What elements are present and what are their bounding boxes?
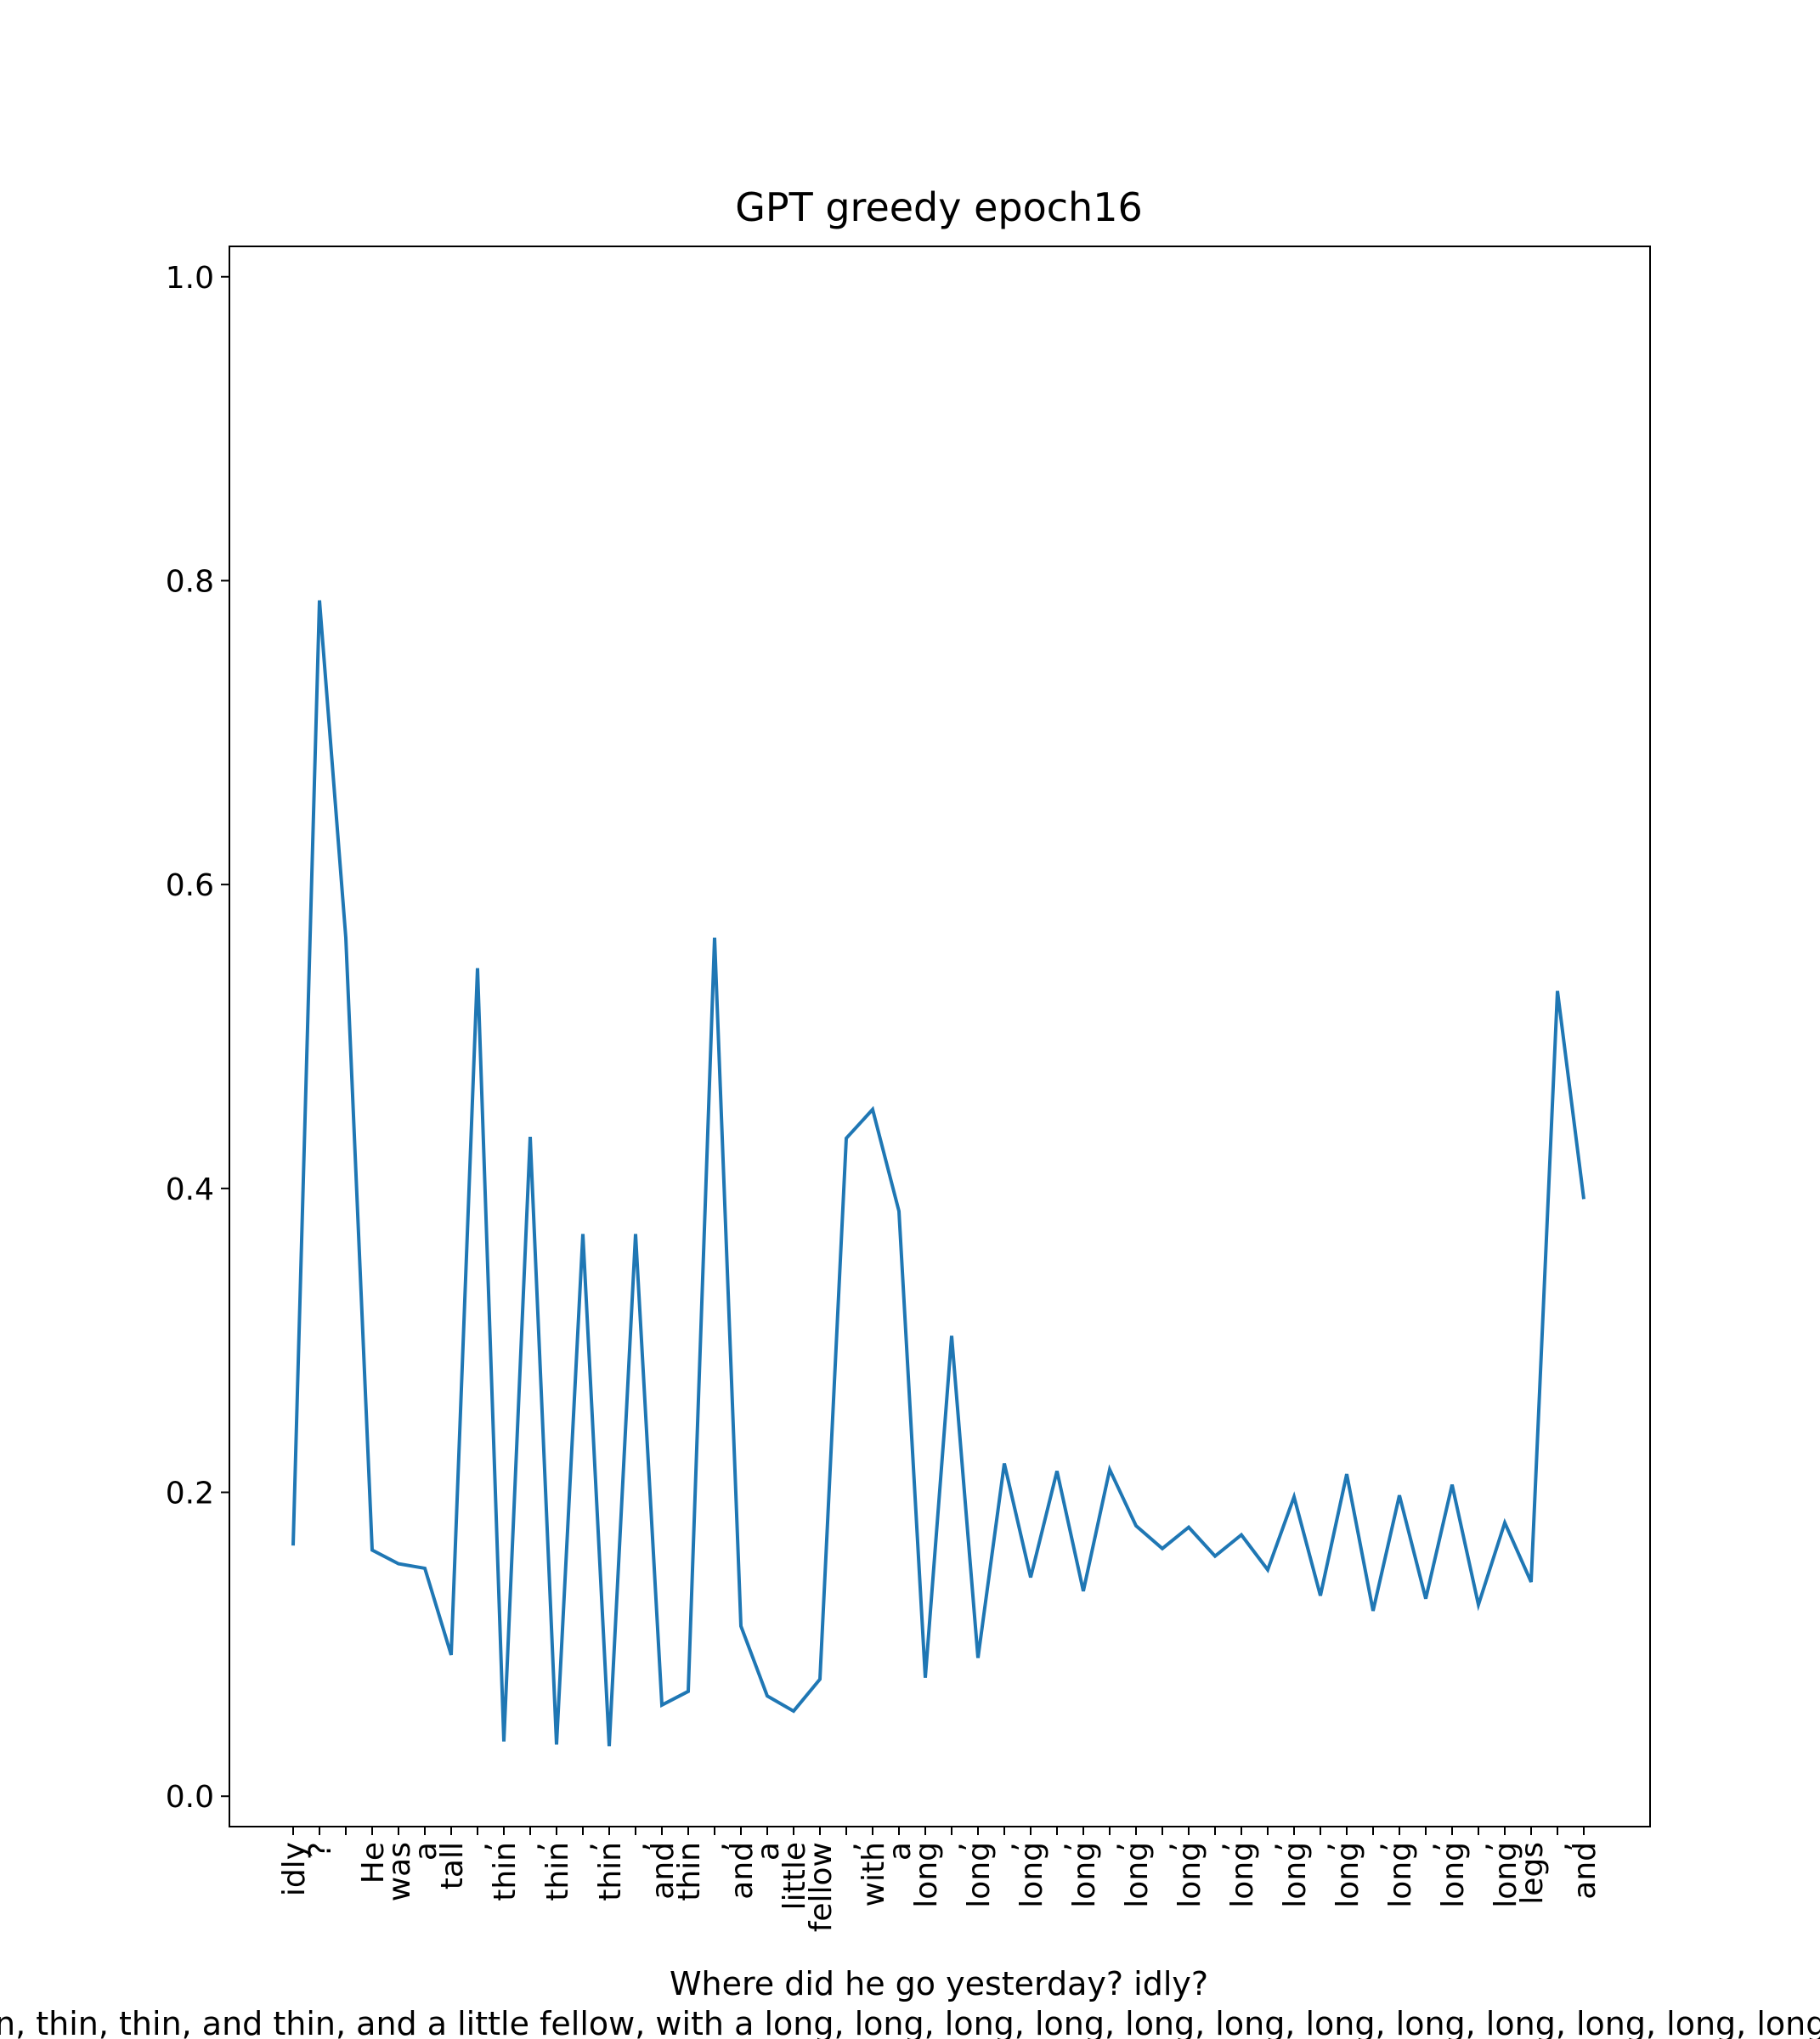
x-tick-label: idly xyxy=(277,1842,312,1896)
x-tick-label: , xyxy=(1094,1842,1128,1851)
y-tick-label: 0.0 xyxy=(166,1780,214,1815)
x-axis-label: n, thin, thin, and thin, and a little fe… xyxy=(0,2005,1820,2039)
x-tick-label: long xyxy=(962,1842,997,1908)
x-tick-label: thin xyxy=(488,1842,523,1901)
x-tick-label: ? xyxy=(303,1842,338,1858)
plot-frame xyxy=(229,246,1651,1827)
x-tick-label: a xyxy=(751,1842,786,1861)
x-tick-label: legs xyxy=(1515,1842,1550,1905)
y-tick-label: 1.0 xyxy=(166,261,214,296)
x-tick-label: long xyxy=(909,1842,944,1908)
x-tick-label: , xyxy=(619,1842,654,1851)
x-tick-label: a xyxy=(883,1842,918,1861)
x-tick-label: , xyxy=(988,1842,1023,1851)
x-tick-label: long xyxy=(1225,1842,1260,1908)
x-tick-label: He xyxy=(356,1842,391,1884)
x-tick-label: and xyxy=(1568,1842,1602,1900)
x-tick-label: thin xyxy=(540,1842,575,1901)
chart-title: GPT greedy epoch16 xyxy=(735,184,1142,230)
x-tick-label: and xyxy=(725,1842,760,1900)
x-tick-label: , xyxy=(567,1842,602,1851)
x-tick-label: long xyxy=(1067,1842,1102,1908)
x-tick-label: thin xyxy=(593,1842,628,1901)
x-tick-label: long xyxy=(1436,1842,1471,1908)
x-tick-label: thin xyxy=(672,1842,707,1901)
y-tick-label: 0.6 xyxy=(166,868,214,903)
x-tick-label: long xyxy=(1331,1842,1365,1908)
x-tick-label: , xyxy=(1252,1842,1286,1851)
x-tick-label: , xyxy=(830,1842,865,1851)
x-tick-label: , xyxy=(1357,1842,1392,1851)
x-tick-label: , xyxy=(935,1842,970,1851)
x-tick-label: long xyxy=(1489,1842,1523,1908)
x-tick-label: long xyxy=(1173,1842,1207,1908)
x-tick-label: tall xyxy=(435,1842,470,1889)
x-tick-label: with xyxy=(856,1842,891,1906)
x-tick-label: , xyxy=(1199,1842,1234,1851)
x-tick-label: long xyxy=(1278,1842,1313,1908)
x-tick-label: , xyxy=(514,1842,549,1851)
y-tick-label: 0.4 xyxy=(166,1172,214,1207)
x-tick-label: and xyxy=(646,1842,681,1900)
x-tick-label: , xyxy=(1146,1842,1181,1851)
x-tick-label: long xyxy=(1383,1842,1418,1908)
x-tick-label: long xyxy=(1120,1842,1155,1908)
x-tick-label: long xyxy=(1015,1842,1049,1908)
x-axis-label: Where did he go yesterday? idly? xyxy=(670,1965,1208,2002)
x-tick-label: , xyxy=(698,1842,733,1851)
line-series xyxy=(291,600,1585,1747)
x-tick-label: little xyxy=(777,1842,812,1910)
x-tick-label: , xyxy=(461,1842,496,1851)
y-tick-label: 0.8 xyxy=(166,564,214,599)
x-tick-label: , xyxy=(1541,1842,1576,1851)
x-tick-label: was xyxy=(382,1842,417,1901)
x-tick-label: , xyxy=(1304,1842,1339,1851)
x-tick-label: a xyxy=(409,1842,444,1861)
y-tick-label: 0.2 xyxy=(166,1477,214,1511)
x-tick-label: , xyxy=(1041,1842,1076,1851)
x-tick-label: , xyxy=(1462,1842,1497,1851)
x-tick-label: fellow xyxy=(804,1842,839,1932)
x-tick-label: , xyxy=(1410,1842,1444,1851)
